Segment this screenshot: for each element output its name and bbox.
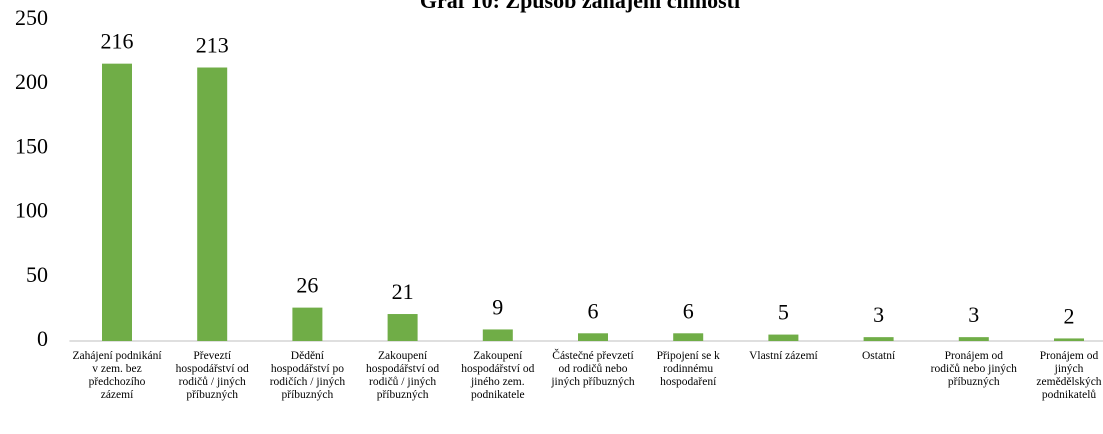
bar [387, 314, 418, 341]
data-label: 5 [778, 300, 789, 325]
bar [863, 337, 894, 341]
data-label: 3 [873, 302, 884, 327]
y-tick-label: 250 [15, 5, 48, 30]
data-label: 2 [1064, 303, 1075, 328]
bar [578, 333, 608, 341]
x-tick-label: Částečné převzetí od rodičů nebo jiných … [551, 350, 635, 388]
x-tick-label: Pronájem od rodičů nebo jiných příbuznýc… [930, 350, 1017, 388]
data-label: 3 [968, 302, 979, 327]
x-tick-label: Ostatní [861, 350, 896, 362]
bar [768, 334, 799, 341]
bar [292, 307, 323, 341]
x-tick-label: Dědění hospodářství po rodičích / jiných… [269, 350, 346, 401]
x-tick-label: Zakoupení hospodářství od rodičů / jinýc… [366, 350, 440, 401]
x-tick-label: Vlastní zázemí [749, 350, 818, 362]
bar [958, 337, 989, 341]
data-label: 6 [588, 298, 599, 323]
bar [482, 329, 513, 341]
chart-title: Graf 10: Způsob zahájení činnosti [420, 0, 740, 13]
y-tick-label: 100 [15, 198, 48, 223]
x-tick-label: Zahájení podnikání v zem. bez předchozíh… [72, 350, 162, 401]
bar [673, 333, 704, 341]
x-tick-label: Převeztí hospodářství od rodičů / jiných… [175, 350, 249, 401]
x-tick-label: Připojení se k rodinnému hospodaření [656, 350, 720, 388]
data-label: 26 [296, 273, 318, 298]
data-label: 21 [392, 279, 414, 304]
y-tick-label: 200 [15, 69, 48, 94]
x-tick-label: Pronájem od jiných zemědělských podnikat… [1036, 350, 1102, 401]
data-label: 9 [492, 294, 503, 319]
y-tick-label: 150 [15, 133, 48, 158]
data-label: 216 [101, 29, 134, 54]
y-tick-label: 50 [26, 262, 48, 287]
y-tick-label: 0 [37, 326, 48, 351]
data-label: 6 [683, 298, 694, 323]
data-label: 213 [196, 33, 229, 58]
x-tick-label: Zakoupení hospodářství od jiného zem. po… [461, 350, 535, 401]
bar [102, 63, 132, 341]
bar [1054, 338, 1084, 341]
bar [197, 67, 228, 342]
